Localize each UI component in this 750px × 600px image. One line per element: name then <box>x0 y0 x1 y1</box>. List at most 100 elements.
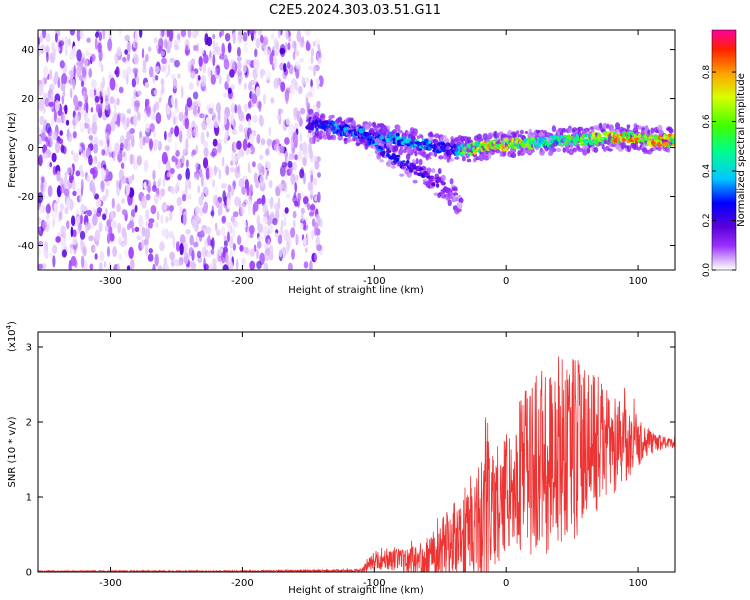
spectrogram-signal-halo <box>337 136 343 141</box>
spectrogram-noise-blob <box>64 206 69 215</box>
spectrogram-noise-blob <box>276 114 280 120</box>
spectrogram-noise-blob <box>294 61 300 70</box>
spectrogram-noise-blob <box>151 184 157 192</box>
spectrogram-noise-blob <box>100 96 104 104</box>
spectrogram-noise-blob <box>102 30 105 40</box>
spectrogram-branch-halo <box>418 158 423 166</box>
spectrogram-noise-blob <box>41 176 45 184</box>
spectrogram-noise-blob <box>249 133 255 145</box>
spectrogram-noise-blob <box>263 93 266 105</box>
spectrogram-noise-blob <box>296 110 301 123</box>
spectrogram-xlabel: Height of straight line (km) <box>288 285 424 296</box>
spectrogram-noise-blob <box>222 54 228 63</box>
spectrogram-noise-blob <box>155 222 159 228</box>
spectrogram-noise-blob <box>221 215 226 224</box>
spectrogram-noise-blob <box>212 149 215 159</box>
spectrogram-signal-halo <box>572 147 578 153</box>
spectrogram-noise-blob <box>52 244 58 255</box>
spectrogram-noise-blob <box>272 217 278 226</box>
spectrogram-noise-blob <box>51 92 54 101</box>
spectrogram-noise-blob <box>275 208 280 222</box>
spectrogram-noise-blob <box>134 105 139 112</box>
spectrogram-noise-blob <box>64 104 68 115</box>
spectrogram-y-tick-label: 20 <box>21 94 34 105</box>
spectrogram-noise-blob <box>201 246 207 258</box>
spectrogram-signal-halo <box>657 146 662 151</box>
spectrogram-signal-halo <box>371 122 376 127</box>
spectrogram-noise-blob <box>191 218 196 229</box>
spectrogram-noise-blob <box>88 154 93 166</box>
spectrogram-noise-blob <box>223 235 228 241</box>
colorbar-gradient <box>711 29 737 271</box>
spectrogram-branch-core <box>395 157 400 162</box>
spectrogram-noise-blob <box>230 185 235 196</box>
spectrogram-noise-blob <box>316 156 321 163</box>
spectrogram-noise-blob <box>287 160 293 168</box>
spectrogram-noise-blob <box>293 41 297 54</box>
spectrogram-branch-halo <box>415 158 419 165</box>
snr-y-ticks: 0 1 2 3 <box>26 343 675 579</box>
spectrogram-noise-blob <box>179 243 184 256</box>
spectrogram-noise-blob <box>236 258 239 270</box>
spectrogram-noise-blob <box>304 30 311 37</box>
spectrogram-signal-core <box>332 131 336 135</box>
spectrogram-signal-halo <box>351 120 357 127</box>
spectrogram-noise-blob <box>226 73 230 85</box>
spectrogram-noise-blob <box>262 36 269 46</box>
spectrogram-noise-blob <box>39 32 44 44</box>
spectrogram-noise-blob <box>53 109 58 123</box>
spectrogram-signal-halo <box>434 133 440 139</box>
snr-x-tick-label: -100 <box>363 578 386 589</box>
spectrogram-noise-blob <box>224 131 228 142</box>
spectrogram-noise-blob <box>42 221 47 229</box>
spectrogram-noise-blob <box>100 64 104 73</box>
spectrogram-noise-blob <box>184 103 189 117</box>
spectrogram-noise-blob <box>38 226 42 232</box>
spectrogram-noise-blob <box>256 240 262 249</box>
spectrogram-noise-blob <box>286 240 290 253</box>
spectrogram-noise-blob <box>92 206 96 216</box>
spectrogram-noise-blob <box>56 117 63 124</box>
spectrogram-branch-halo <box>369 127 375 134</box>
spectrogram-noise-blob <box>121 227 127 239</box>
spectrogram-signal-halo <box>524 131 529 134</box>
spectrogram-signal-halo <box>572 127 578 132</box>
spectrogram-noise-blob <box>104 207 108 216</box>
spectrogram-noise-blob <box>261 194 266 207</box>
spectrogram-noise-blob <box>124 248 128 259</box>
spectrogram-noise-blob <box>198 56 203 67</box>
spectrogram-noise-blob <box>45 32 51 43</box>
spectrogram-x-tick-label: -300 <box>99 276 122 287</box>
spectrogram-noise-blob <box>61 95 64 105</box>
spectrogram-noise-blob <box>119 142 124 151</box>
spectrogram-noise-blob <box>147 46 152 52</box>
spectrogram-noise-blob <box>234 196 240 207</box>
spectrogram-branch-halo <box>399 173 405 177</box>
spectrogram-signal-halo <box>510 152 517 159</box>
spectrogram-noise-blob <box>109 233 115 242</box>
spectrogram-noise-blob <box>73 64 76 78</box>
spectrogram-noise-blob <box>216 102 221 114</box>
spectrogram-noise-blob <box>212 54 216 67</box>
snr-background <box>38 332 675 572</box>
spectrogram-noise-blob <box>79 30 84 40</box>
spectrogram-y-ticks: -40 -20 0 20 40 <box>18 45 675 252</box>
spectrogram-noise-blob <box>95 31 99 38</box>
spectrogram-noise-blob <box>255 86 261 97</box>
spectrogram-noise-blob <box>212 263 217 270</box>
spectrogram-noise-blob <box>52 217 56 228</box>
spectrogram-noise-blob <box>299 133 303 142</box>
spectrogram-noise-blob <box>227 87 232 94</box>
spectrogram-signal-halo <box>412 128 418 135</box>
spectrogram-noise-blob <box>85 117 91 124</box>
spectrogram-noise-blob <box>182 194 187 202</box>
spectrogram-noise-blob <box>97 161 102 170</box>
spectrogram-signal-halo <box>483 155 490 161</box>
spectrogram-noise-blob <box>264 242 269 250</box>
spectrogram-noise-blob <box>224 32 231 42</box>
spectrogram-noise-blob <box>207 235 211 246</box>
spectrogram-noise-blob <box>287 42 291 51</box>
spectrogram-noise-blob <box>174 106 179 114</box>
spectrogram-signal-core <box>597 132 601 137</box>
